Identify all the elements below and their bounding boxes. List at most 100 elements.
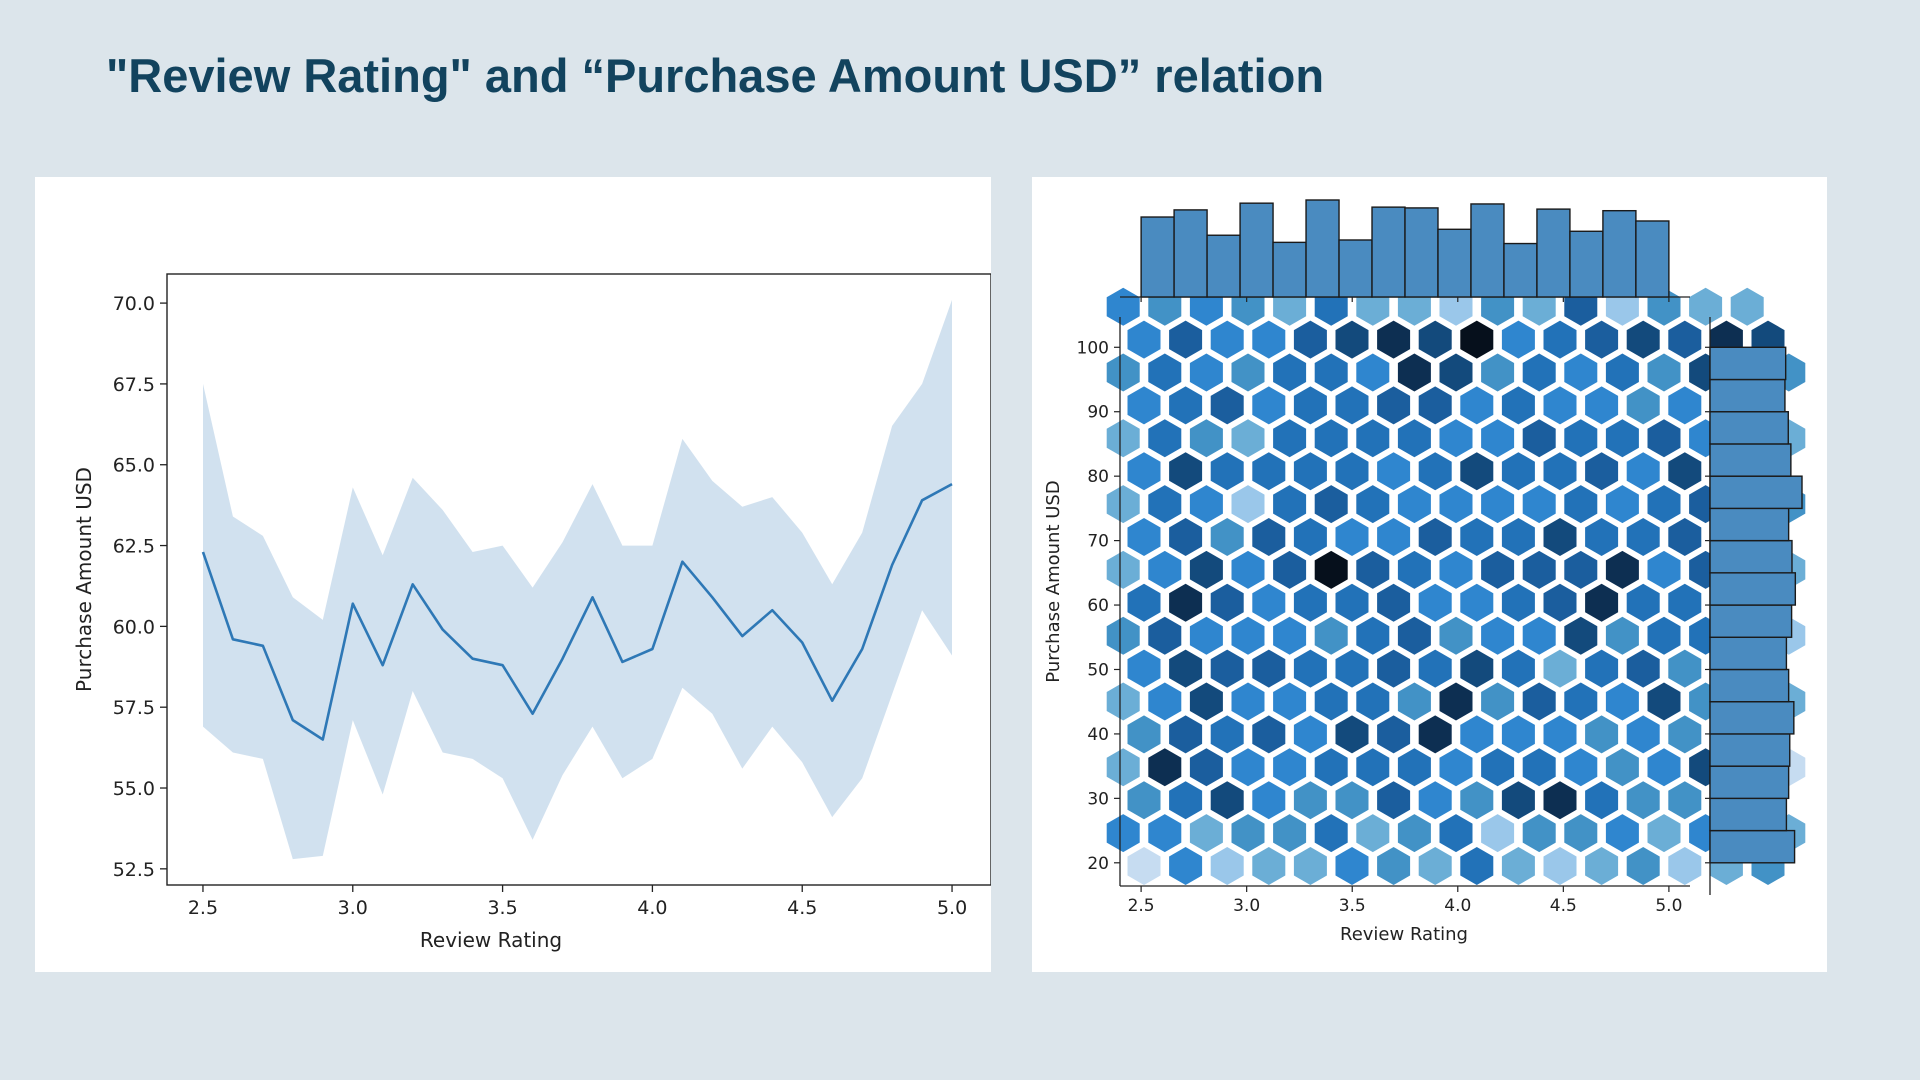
y-tick-label: 57.5 xyxy=(113,697,155,719)
hex-cell xyxy=(1543,583,1577,622)
hex-cell xyxy=(1481,748,1515,787)
hex-cell xyxy=(1585,715,1619,754)
right-marginal-bar xyxy=(1709,507,1790,542)
hex-cell xyxy=(1626,320,1660,359)
hex-cell xyxy=(1585,781,1619,820)
hex-cell xyxy=(1647,485,1681,524)
hex-cell xyxy=(1605,419,1639,458)
hex-cell xyxy=(1439,485,1473,524)
hex-cell xyxy=(1481,353,1515,392)
y-tick-label: 65.0 xyxy=(113,455,155,477)
hex-cell xyxy=(1335,320,1369,359)
hex-cell xyxy=(1647,353,1681,392)
hex-cell xyxy=(1148,353,1182,392)
hex-cell xyxy=(1231,682,1265,721)
hex-cell xyxy=(1252,518,1286,556)
hex-cell xyxy=(1460,847,1494,885)
y-tick-label: 40 xyxy=(1087,725,1109,745)
hex-cell xyxy=(1647,616,1681,655)
hex-cell xyxy=(1210,320,1244,359)
hex-cell xyxy=(1231,616,1265,655)
hex-cell xyxy=(1210,583,1244,622)
hex-cell xyxy=(1189,748,1223,787)
hex-cell xyxy=(1106,814,1140,853)
hexbin-joint-chart: 2.5 3.0 3.5 4.0 4.5 5.0 20 30 40 50 60 70 80 90 100 Rev… xyxy=(1043,199,1806,945)
hex-cell xyxy=(1522,616,1556,655)
hex-cell xyxy=(1418,452,1452,491)
hex-cell xyxy=(1335,452,1369,491)
hex-cell xyxy=(1127,386,1161,425)
hex-cell xyxy=(1564,616,1598,655)
right-marginal-bar xyxy=(1709,475,1803,510)
hex-cell xyxy=(1189,682,1223,721)
hex-cell xyxy=(1127,847,1161,885)
hex-cell xyxy=(1210,847,1244,885)
hex-cell xyxy=(1397,550,1431,589)
hex-cell xyxy=(1397,616,1431,655)
hex-cell xyxy=(1605,616,1639,655)
hex-cell xyxy=(1460,781,1494,820)
hex-cell xyxy=(1460,715,1494,754)
y-tick-label: 70 xyxy=(1087,532,1109,552)
hex-cell xyxy=(1626,781,1660,820)
hex-cell xyxy=(1293,715,1327,754)
y-axis-label: Purchase Amount USD xyxy=(1043,480,1064,682)
hex-cell xyxy=(1377,715,1411,754)
hex-cell xyxy=(1148,814,1182,853)
top-marginal-bar xyxy=(1338,239,1373,298)
hex-cell xyxy=(1356,616,1390,655)
hex-cell xyxy=(1169,781,1203,820)
x-tick-label: 4.5 xyxy=(1550,896,1577,916)
hex-cell xyxy=(1273,748,1307,787)
hex-cell xyxy=(1335,781,1369,820)
hex-cell xyxy=(1252,649,1286,688)
hex-cell xyxy=(1397,814,1431,853)
x-tick-label: 5.0 xyxy=(1655,896,1682,916)
top-marginal-bar xyxy=(1536,208,1571,298)
hex-cell xyxy=(1668,452,1702,491)
hex-cell xyxy=(1127,781,1161,820)
hex-cell xyxy=(1543,649,1577,688)
hex-cell xyxy=(1127,649,1161,688)
hex-cell xyxy=(1231,353,1265,392)
hex-cell xyxy=(1335,386,1369,425)
hex-cell xyxy=(1460,452,1494,491)
hex-cell xyxy=(1585,649,1619,688)
hex-cell xyxy=(1564,814,1598,853)
hex-cell xyxy=(1252,386,1286,425)
line-chart-panel: 2.5 3.0 3.5 4.0 4.5 5.0 52.5 55.0 57.5 60.0 62.5 65… xyxy=(35,177,991,972)
hex-cell xyxy=(1148,550,1182,589)
hex-cell xyxy=(1189,616,1223,655)
hex-cell xyxy=(1564,550,1598,589)
hex-cell xyxy=(1481,814,1515,853)
hex-cell xyxy=(1252,452,1286,491)
hex-cell xyxy=(1481,550,1515,589)
hex-cell xyxy=(1439,616,1473,655)
hex-cell xyxy=(1626,518,1660,556)
hex-cell xyxy=(1418,583,1452,622)
hex-cell xyxy=(1522,419,1556,458)
hex-cell xyxy=(1481,682,1515,721)
hex-cell xyxy=(1231,550,1265,589)
hex-cell xyxy=(1439,814,1473,853)
hex-cell xyxy=(1189,419,1223,458)
x-tick-label: 5.0 xyxy=(937,897,967,919)
x-axis-label: Review Rating xyxy=(1340,924,1468,945)
hex-cell xyxy=(1460,518,1494,556)
confidence-band xyxy=(203,299,952,860)
hex-cell xyxy=(1273,814,1307,853)
hex-cell xyxy=(1564,353,1598,392)
hex-cell xyxy=(1668,583,1702,622)
hex-cell xyxy=(1481,419,1515,458)
right-marginal-bar xyxy=(1709,604,1793,638)
hex-cell xyxy=(1522,682,1556,721)
hex-cell xyxy=(1439,748,1473,787)
hex-cell xyxy=(1668,847,1702,885)
y-tick-label: 55.0 xyxy=(113,778,155,800)
hex-cell xyxy=(1231,419,1265,458)
y-tick-label: 67.5 xyxy=(113,374,155,396)
hex-cell xyxy=(1626,715,1660,754)
hex-cell xyxy=(1356,353,1390,392)
x-tick-label: 3.5 xyxy=(487,897,517,919)
hex-cell xyxy=(1273,682,1307,721)
